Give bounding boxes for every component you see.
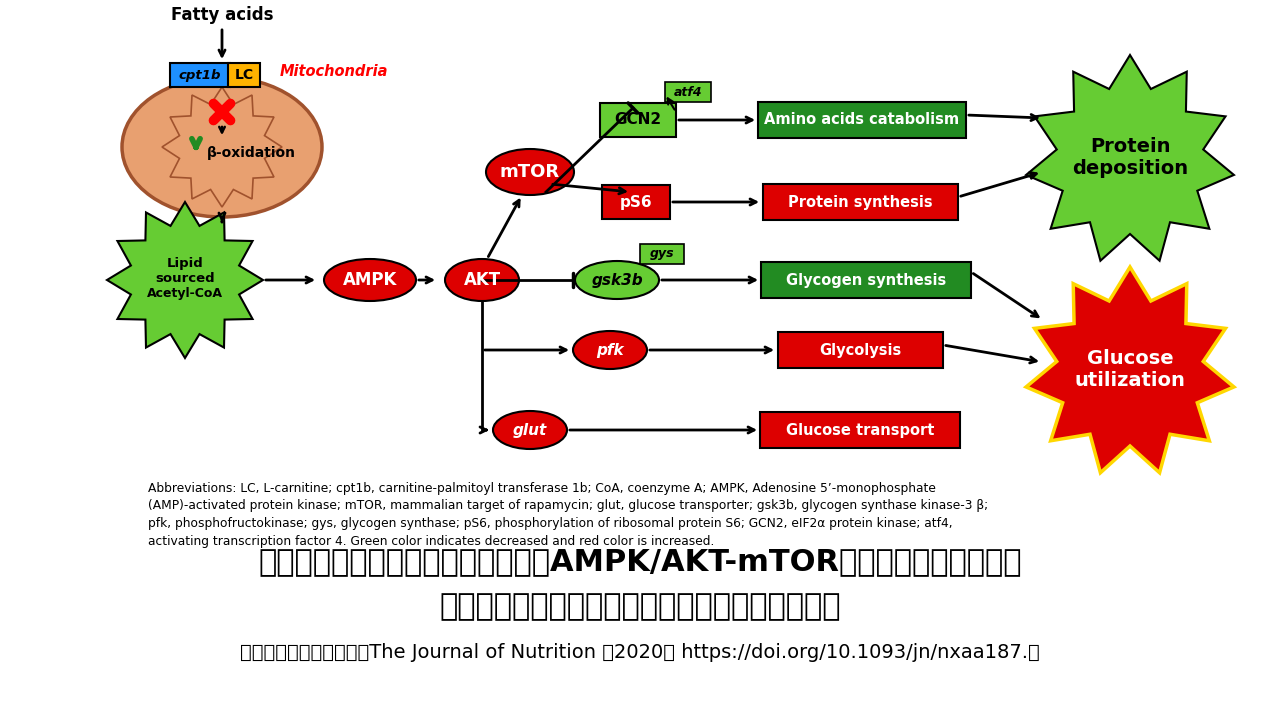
Text: gys: gys: [650, 248, 675, 261]
Bar: [758, 102, 966, 138]
Ellipse shape: [573, 331, 646, 369]
Ellipse shape: [486, 149, 573, 195]
Text: 图注：抑制线粒体脂肪酸分解能激活AMPK/AKT-mTOR信号通路而引发鱼类的: 图注：抑制线粒体脂肪酸分解能激活AMPK/AKT-mTOR信号通路而引发鱼类的: [259, 547, 1021, 577]
Text: Protein synthesis: Protein synthesis: [787, 194, 932, 210]
Text: LC: LC: [234, 68, 253, 82]
Text: Acetyl-CoA: Acetyl-CoA: [147, 287, 223, 300]
Text: 能量内稳态重塑从而促进葡萄糖利用和蛋白质沉积: 能量内稳态重塑从而促进葡萄糖利用和蛋白质沉积: [439, 593, 841, 621]
Text: GCN2: GCN2: [614, 112, 662, 127]
Polygon shape: [108, 202, 262, 358]
Text: atf4: atf4: [673, 86, 703, 99]
Bar: [763, 184, 957, 220]
Ellipse shape: [493, 411, 567, 449]
Bar: [760, 412, 960, 448]
Bar: [666, 82, 710, 102]
Ellipse shape: [122, 77, 323, 217]
Text: Fatty acids: Fatty acids: [170, 6, 273, 24]
Text: β-oxidation: β-oxidation: [207, 146, 296, 160]
Ellipse shape: [324, 259, 416, 301]
Text: Lipid: Lipid: [166, 258, 204, 271]
Text: Glycolysis: Glycolysis: [819, 343, 901, 358]
Polygon shape: [1027, 267, 1234, 473]
Text: Glucose transport: Glucose transport: [786, 423, 934, 438]
Text: sourced: sourced: [155, 271, 215, 284]
Text: Abbreviations: LC, L-carnitine; cpt1b, carnitine-palmitoyl transferase 1b; CoA, : Abbreviations: LC, L-carnitine; cpt1b, c…: [148, 482, 988, 547]
Bar: [228, 63, 260, 87]
Text: Glycogen synthesis: Glycogen synthesis: [786, 272, 946, 287]
Text: AKT: AKT: [463, 271, 500, 289]
Text: Mitochondria: Mitochondria: [280, 65, 389, 79]
Bar: [170, 63, 230, 87]
Ellipse shape: [575, 261, 659, 299]
Text: Amino acids catabolism: Amino acids catabolism: [764, 112, 960, 127]
Text: gsk3b: gsk3b: [591, 272, 643, 287]
Polygon shape: [1027, 55, 1234, 261]
Text: pfk: pfk: [596, 343, 623, 358]
Text: glut: glut: [513, 423, 547, 438]
Text: Glucose: Glucose: [1087, 348, 1174, 367]
Ellipse shape: [445, 259, 518, 301]
Bar: [600, 103, 676, 137]
Text: pS6: pS6: [620, 194, 653, 210]
Text: cpt1b: cpt1b: [179, 68, 221, 81]
Polygon shape: [163, 87, 282, 207]
Bar: [602, 185, 669, 219]
Text: （华东师大杜震宇供图，The Journal of Nutrition 【2020】 https://doi.org/10.1093/jn/nxaa187.）: （华东师大杜震宇供图，The Journal of Nutrition 【202…: [241, 642, 1039, 662]
Bar: [640, 244, 684, 264]
Bar: [777, 332, 942, 368]
Text: utilization: utilization: [1075, 372, 1185, 390]
Text: AMPK: AMPK: [343, 271, 397, 289]
Text: mTOR: mTOR: [500, 163, 561, 181]
Text: Protein: Protein: [1089, 137, 1170, 156]
Text: deposition: deposition: [1071, 160, 1188, 179]
Bar: [762, 262, 972, 298]
